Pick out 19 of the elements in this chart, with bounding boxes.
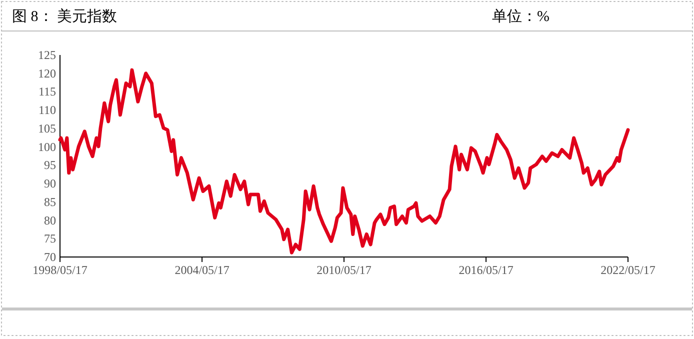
title: 图 8： 美元指数 <box>12 9 117 25</box>
xtick: 2004/05/17 <box>174 263 230 277</box>
xtick: 1998/05/17 <box>32 263 88 277</box>
ytick: 115 <box>38 84 56 99</box>
ytick: 85 <box>44 194 56 209</box>
ytick: 120 <box>38 66 56 80</box>
ytick: 75 <box>44 232 56 246</box>
ytick: 70 <box>44 250 56 264</box>
xtick: 2016/05/17 <box>458 263 514 277</box>
ytick: 105 <box>38 121 56 136</box>
ytick: 125 <box>38 48 56 62</box>
ytick: 80 <box>44 213 56 228</box>
xtick: 2022/05/17 <box>600 263 656 277</box>
ytick: 100 <box>38 140 56 154</box>
subtitle: 单位：% <box>492 9 550 25</box>
xtick: 2010/05/17 <box>316 263 372 277</box>
ytick: 110 <box>38 103 56 118</box>
ytick: 90 <box>44 176 56 191</box>
ytick: 95 <box>44 158 56 172</box>
